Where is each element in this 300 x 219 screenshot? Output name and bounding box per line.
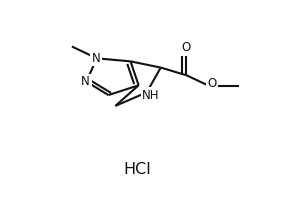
- Text: O: O: [182, 41, 191, 54]
- Text: N: N: [81, 75, 90, 88]
- Text: N: N: [92, 52, 100, 65]
- Text: NH: NH: [142, 89, 160, 102]
- Text: HCl: HCl: [124, 162, 152, 177]
- Text: O: O: [207, 77, 217, 90]
